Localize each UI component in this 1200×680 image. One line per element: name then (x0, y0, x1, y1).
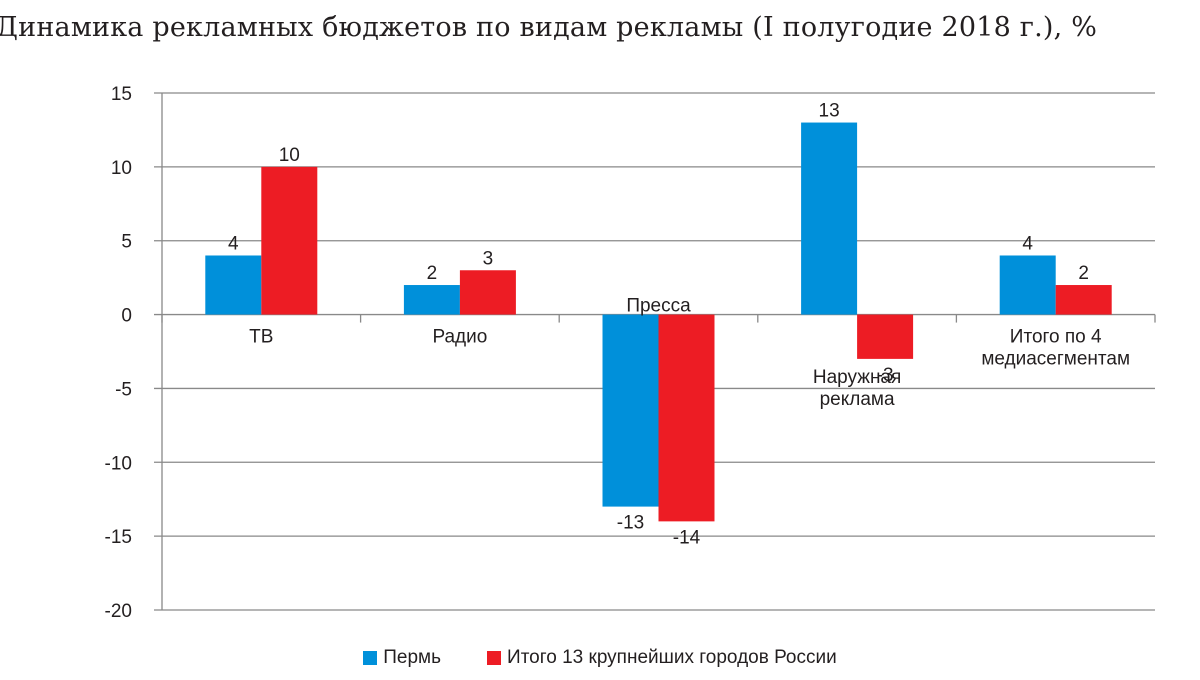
x-axis (161, 314, 1156, 323)
legend-label-russia: Итого 13 крупнейших городов России (507, 647, 837, 668)
legend-item-perm: Пермь (363, 647, 441, 669)
data-label: 3 (483, 248, 494, 269)
bar-perm (403, 285, 460, 315)
bar-russia (857, 314, 914, 359)
data-label: 10 (279, 145, 300, 166)
chart-title: Динамика рекламных бюджетов по видам рек… (0, 12, 1098, 43)
y-tick-label: -10 (105, 453, 132, 474)
data-label: 2 (1078, 263, 1089, 284)
category-label: Наружная (813, 367, 901, 388)
data-label: -14 (673, 527, 701, 548)
y-tick-label: 10 (111, 158, 132, 179)
category-label: реклама (820, 389, 895, 410)
category-label: ТВ (249, 327, 273, 348)
y-tick-label: -5 (115, 379, 132, 400)
category-label: Пресса (626, 296, 691, 317)
category-label: Радио (432, 327, 487, 348)
data-label: -3 (877, 365, 894, 386)
bar-perm (801, 122, 858, 315)
bar-russia (658, 314, 715, 522)
legend: Пермь Итого 13 крупнейших городов России (0, 647, 1200, 669)
bar-russia (459, 270, 516, 315)
data-label: 4 (1022, 233, 1033, 254)
y-tick-label: 5 (121, 232, 132, 253)
legend-label-perm: Пермь (383, 647, 442, 668)
category-label: медиасегментам (981, 349, 1130, 370)
bar-perm (602, 314, 659, 507)
data-label: 13 (819, 101, 840, 122)
category-label: Итого по 4 (1010, 327, 1102, 348)
y-tick-label: -15 (105, 527, 132, 548)
value-labels: 4 10 2 3 -13 -14 13 -3 4 2 (228, 101, 1089, 549)
y-axis: 15 10 5 0 -5 -10 -15 -20 (105, 84, 163, 622)
y-tick-label: -20 (105, 601, 132, 622)
y-tick-label: 15 (111, 84, 132, 105)
data-label: 4 (228, 233, 239, 254)
bar-russia (1055, 285, 1112, 315)
legend-item-russia: Итого 13 крупнейших городов России (487, 647, 837, 669)
legend-swatch-perm (363, 651, 378, 665)
bar-perm (205, 255, 262, 315)
legend-swatch-russia (487, 651, 502, 665)
bar-russia (261, 166, 318, 315)
data-label: 2 (427, 263, 438, 284)
y-tick-label: 0 (121, 306, 132, 327)
data-label: -13 (617, 513, 644, 534)
bar-perm (999, 255, 1056, 315)
bars (205, 122, 1112, 522)
